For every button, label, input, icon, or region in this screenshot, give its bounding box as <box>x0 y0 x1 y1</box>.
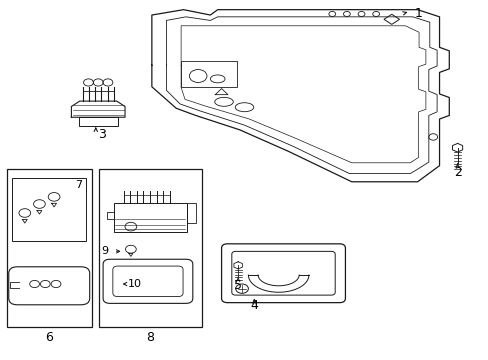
Text: 3: 3 <box>98 127 106 141</box>
Bar <box>79 117 118 126</box>
Bar <box>114 203 186 232</box>
Text: 10: 10 <box>127 279 141 289</box>
Text: 1: 1 <box>414 8 422 21</box>
Text: 2: 2 <box>453 166 461 179</box>
Bar <box>99 169 201 327</box>
Text: 7: 7 <box>75 180 82 190</box>
Bar <box>12 178 86 241</box>
Text: 9: 9 <box>101 246 108 256</box>
Text: 5: 5 <box>234 279 242 292</box>
Bar <box>6 169 92 327</box>
Text: 8: 8 <box>146 331 154 344</box>
Bar <box>186 203 195 223</box>
Bar <box>181 60 237 87</box>
Text: 6: 6 <box>45 331 53 344</box>
Text: 4: 4 <box>250 299 258 312</box>
